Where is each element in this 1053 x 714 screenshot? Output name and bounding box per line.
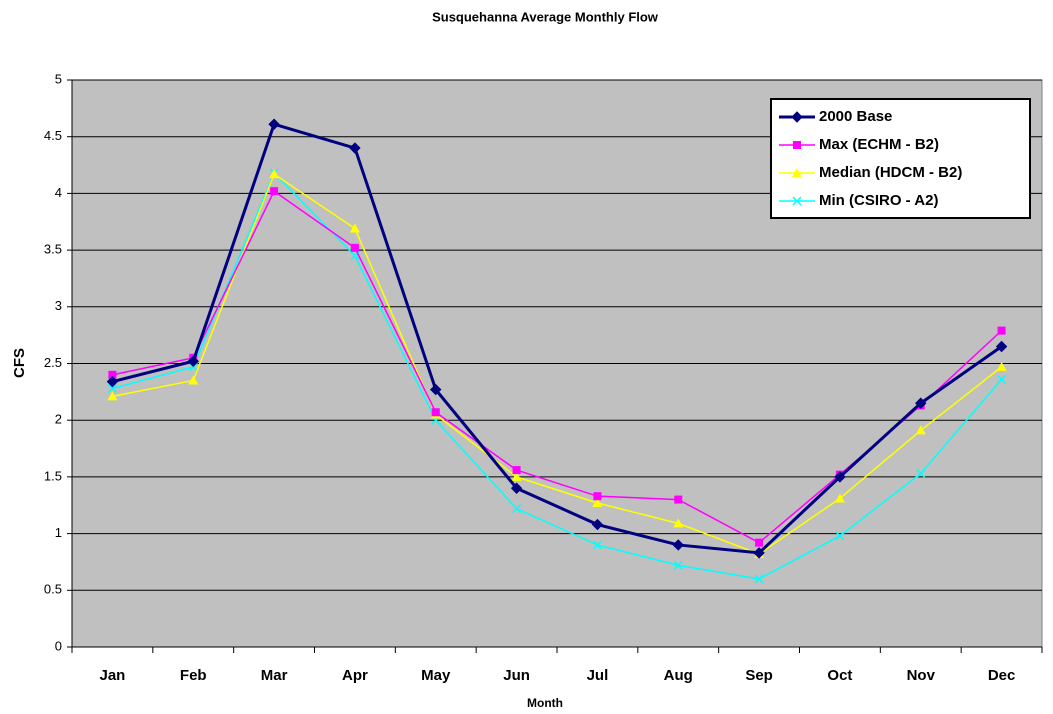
marker [915,425,926,435]
marker [673,560,683,570]
y-axis-label: CFS [11,348,28,378]
marker [793,141,801,149]
x-tick-label: Oct [827,667,852,684]
marker [835,531,845,541]
marker [512,504,522,514]
x-tick-label: Nov [907,667,936,684]
marker [834,493,845,503]
marker [672,539,684,551]
marker [108,370,117,379]
marker [755,538,764,547]
marker [431,408,440,417]
marker [349,223,360,233]
x-tick-label: May [421,667,451,684]
marker [512,466,521,475]
legend-label: Median (HDCM - B2) [819,164,962,181]
x-tick-label: Aug [664,667,693,684]
marker [592,497,603,507]
marker [753,547,765,559]
series-line [112,172,1003,555]
marker [997,374,1007,384]
y-tick-label: 4.5 [44,128,62,143]
x-axis-label: Month [527,696,563,710]
y-tick-label: 1 [55,525,62,540]
marker [792,196,802,206]
marker [592,540,602,550]
x-tick-label: Mar [261,667,288,684]
marker [792,168,802,177]
series-line [112,171,1003,580]
marker [591,518,604,531]
x-tick-label: Jan [99,667,125,684]
marker [674,495,683,504]
legend: 2000 Base Max (ECHM - B2) Median (HDCM - B… [770,98,1031,219]
legend-box [770,98,1031,219]
y-tick-label: 2 [55,412,62,427]
x-tick-label: Jun [503,667,530,684]
x-tick-label: Dec [988,667,1016,684]
marker [510,482,523,494]
marker [754,574,764,584]
y-tick-label: 0.5 [44,582,62,597]
x-tick-label: Feb [180,667,207,684]
marker [268,118,280,130]
marker [269,169,280,179]
y-tick-label: 3.5 [44,242,62,257]
marker [188,375,199,385]
marker [996,361,1007,371]
y-tick-label: 1.5 [44,468,62,483]
x-tick-label: Jul [587,667,609,684]
marker [107,383,117,393]
marker [593,492,602,501]
marker [995,340,1008,353]
y-tick-label: 0 [55,638,62,653]
marker [187,355,199,367]
marker [791,111,803,123]
marker [997,326,1006,335]
marker [430,383,442,396]
marker [916,468,926,479]
marker [673,518,684,528]
chart-title: Susquehanna Average Monthly Flow [432,9,659,24]
legend-label: 2000 Base [819,108,892,125]
y-tick-label: 4 [55,185,62,200]
legend-label: Max (ECHM - B2) [819,136,939,153]
marker [349,142,361,154]
marker [834,471,846,483]
legend-label: Min (CSIRO - A2) [819,192,938,209]
marker [270,187,279,196]
marker [106,375,119,388]
y-tick-label: 5 [55,71,62,86]
marker [915,397,927,409]
marker [511,471,522,481]
x-tick-label: Apr [342,667,368,684]
marker [350,243,359,252]
y-tick-label: 3 [55,298,62,313]
series-line [112,122,1003,555]
x-tick-label: Sep [745,667,773,684]
marker [107,391,118,401]
y-tick-label: 2.5 [44,355,62,370]
